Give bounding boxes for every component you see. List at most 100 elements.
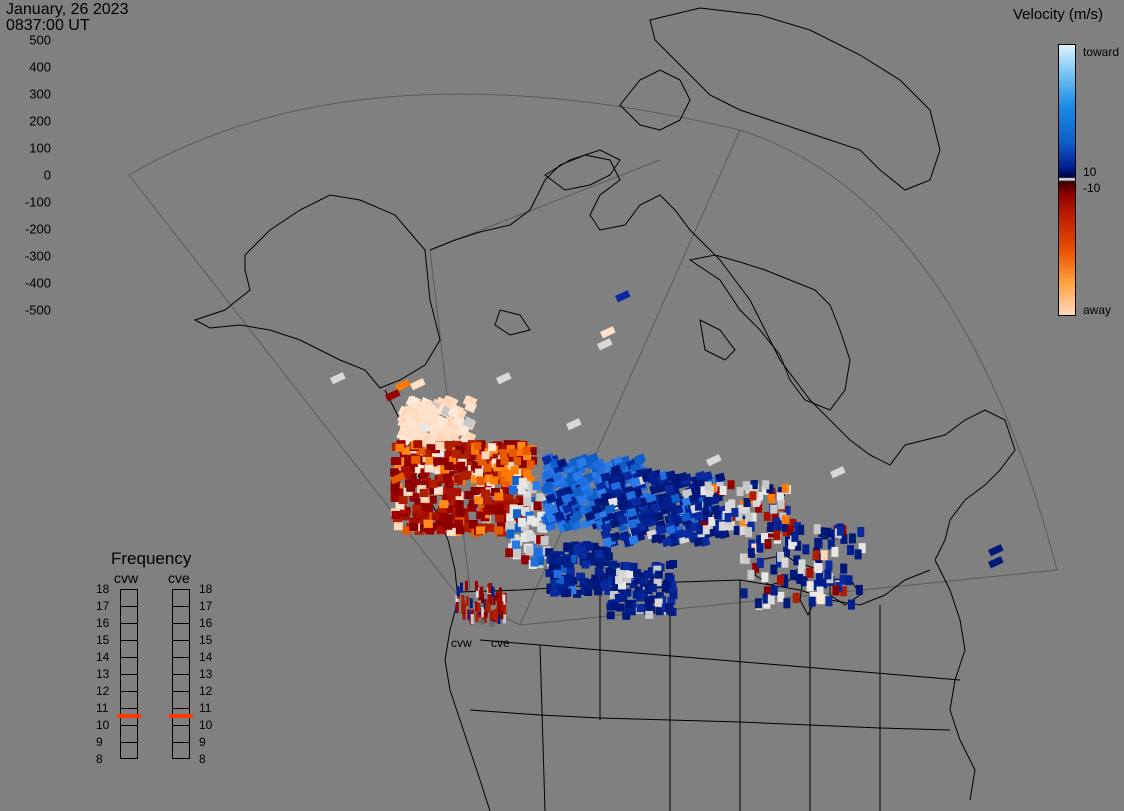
velocity-cell — [532, 547, 541, 557]
velocity-cell — [756, 542, 764, 553]
velocity-cell — [502, 594, 506, 605]
velocity-cell — [444, 514, 453, 523]
velocity-cell — [433, 457, 443, 466]
velocity-cell — [617, 515, 629, 526]
velocity-cell — [645, 492, 657, 503]
velocity-cell — [797, 524, 805, 535]
velocity-cell — [528, 447, 537, 456]
velocity-cell — [645, 605, 654, 614]
velocity-cell — [477, 602, 481, 613]
velocity-cell — [475, 587, 479, 598]
velocity-cell — [569, 513, 581, 524]
velocity-cell — [773, 530, 781, 541]
velocity-cell — [405, 395, 419, 409]
velocity-cell — [499, 477, 508, 486]
velocity-cell — [517, 517, 526, 527]
velocity-cell — [471, 446, 480, 455]
velocity-cell — [403, 426, 417, 440]
velocity-cell — [791, 531, 799, 542]
velocity-cell — [781, 574, 789, 585]
velocity-cell — [446, 492, 456, 501]
velocity-cell — [509, 504, 518, 514]
velocity-cell — [774, 520, 782, 531]
velocity-cell — [399, 509, 409, 518]
frequency-scale-label: 9 — [96, 735, 103, 749]
velocity-cell — [649, 484, 660, 495]
velocity-cell — [493, 463, 502, 472]
velocity-cell — [634, 576, 643, 584]
velocity-cell — [483, 463, 492, 472]
velocity-cell — [762, 480, 770, 490]
velocity-cell — [611, 488, 622, 499]
velocity-cell — [455, 508, 465, 517]
velocity-cell — [781, 515, 789, 525]
velocity-cell — [704, 481, 712, 491]
velocity-cell — [770, 504, 778, 514]
velocity-cell — [533, 501, 542, 511]
velocity-cell — [467, 503, 477, 512]
velocity-cell — [496, 372, 512, 385]
velocity-cell — [651, 533, 663, 544]
frequency-gridline — [121, 623, 137, 624]
velocity-cell — [499, 592, 503, 603]
velocity-cell — [742, 505, 750, 515]
velocity-cell — [459, 515, 469, 524]
velocity-cell — [636, 604, 645, 613]
velocity-cell — [767, 594, 775, 605]
velocity-cell — [692, 536, 704, 548]
frequency-scale-label: 9 — [199, 735, 206, 749]
velocity-cell — [517, 442, 526, 450]
velocity-cell — [764, 539, 772, 550]
velocity-cell — [714, 472, 726, 483]
velocity-cell — [401, 471, 411, 480]
velocity-cell — [538, 547, 546, 557]
velocity-cell — [695, 501, 702, 511]
velocity-cell — [755, 503, 763, 513]
velocity-cell — [454, 500, 464, 509]
velocity-cell — [494, 492, 504, 501]
velocity-cell — [561, 589, 570, 598]
velocity-cell — [500, 456, 509, 465]
date-label: January, 26 2023 — [6, 1, 129, 18]
velocity-cell — [462, 524, 471, 532]
velocity-tick: -300 — [24, 248, 51, 264]
velocity-cell — [390, 485, 400, 494]
velocity-cell — [568, 554, 577, 563]
velocity-cell — [594, 567, 603, 576]
velocity-cell — [476, 526, 485, 535]
velocity-cell — [499, 449, 508, 458]
velocity-cell — [591, 503, 603, 515]
velocity-cell — [550, 588, 559, 597]
velocity-cell — [654, 570, 663, 579]
velocity-cell — [747, 569, 755, 580]
velocity-tick: -400 — [24, 275, 51, 291]
velocity-cell — [609, 560, 618, 569]
velocity-cell — [663, 579, 672, 588]
frequency-scale-label: 18 — [199, 582, 213, 596]
velocity-cell — [628, 534, 640, 546]
velocity-cell — [579, 577, 588, 586]
velocity-cell — [742, 481, 750, 491]
velocity-cell — [526, 476, 535, 485]
velocity-cell — [438, 506, 447, 514]
velocity-cell — [476, 511, 486, 520]
velocity-cell — [537, 511, 546, 521]
velocity-cell — [526, 532, 535, 542]
velocity-cell — [609, 518, 621, 529]
velocity-cell — [820, 578, 828, 589]
velocity-cell — [683, 528, 694, 539]
velocity-cell — [831, 546, 839, 557]
velocity-cell — [653, 565, 662, 574]
velocity-cell — [522, 446, 531, 455]
velocity-cell — [444, 462, 454, 470]
velocity-cell — [536, 534, 545, 544]
velocity-cell — [556, 584, 565, 593]
velocity-cell — [489, 453, 498, 461]
velocity-cell — [616, 603, 625, 612]
velocity-cell — [761, 572, 769, 583]
frequency-scale-label: 16 — [96, 616, 110, 630]
velocity-cell — [480, 586, 484, 597]
velocity-cell — [449, 497, 459, 506]
velocity-cell — [847, 545, 854, 556]
frequency-gridline — [173, 725, 189, 726]
